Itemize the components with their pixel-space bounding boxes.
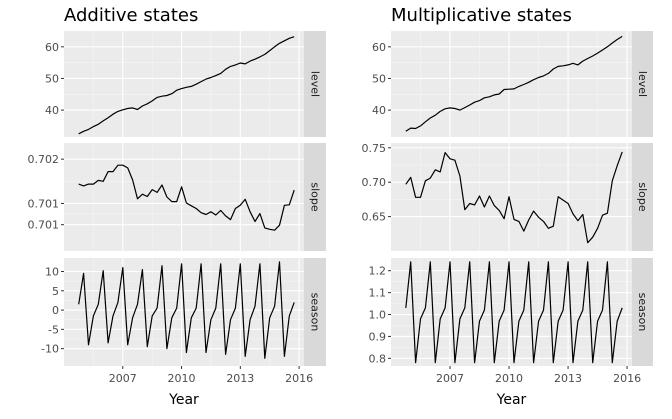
y-tick-label: 0.9 <box>369 330 387 343</box>
chart-additive-states: Additive states405060level0.7010.7010.70… <box>28 5 326 408</box>
x-tick-label: 2013 <box>554 372 582 385</box>
y-tick-label: 40 <box>45 104 59 117</box>
x-axis-title: Year <box>496 392 527 408</box>
y-tick-label: -5 <box>48 323 59 336</box>
panel-background <box>391 31 632 137</box>
panel-season: -10 -5 0 5 10 season 2007 2010 2013 2016 <box>41 258 326 385</box>
y-tick-label: 0.75 <box>362 142 387 155</box>
facet-strip <box>304 31 326 137</box>
y-tick-label: 60 <box>45 41 59 54</box>
y-tick-label: -10 <box>41 343 59 356</box>
panel-level: 40 50 60 level <box>372 31 653 137</box>
series-line-season <box>405 261 623 364</box>
x-tick-label: 2010 <box>168 372 196 385</box>
y-tick-label: 1.2 <box>369 265 387 278</box>
y-tick-label: 0 <box>52 304 59 317</box>
series-line-level <box>405 35 623 132</box>
x-tick-label: 2007 <box>109 372 137 385</box>
series-line-season <box>78 261 295 359</box>
series-line-slope <box>405 151 623 244</box>
y-tick-label: 40 <box>372 104 386 117</box>
facet-strip-label: level <box>636 71 649 97</box>
facet-strip <box>632 31 653 137</box>
chart-title: Multiplicative states <box>391 5 572 26</box>
series-line-level <box>78 36 295 135</box>
y-tick-label: 10 <box>45 266 59 279</box>
y-tick-label: 0.65 <box>362 211 387 224</box>
x-tick-label: 2010 <box>495 372 523 385</box>
panel-level: 40 50 60 level <box>45 31 326 137</box>
y-tick-label: 0.701 <box>28 219 60 232</box>
panel-background <box>391 143 632 251</box>
y-tick-label: 1.1 <box>369 287 387 300</box>
y-tick-label: 60 <box>372 41 386 54</box>
x-tick-label: 2016 <box>285 372 313 385</box>
x-tick-label: 2007 <box>436 372 464 385</box>
chart-title: Additive states <box>64 5 198 26</box>
facet-strip-label: season <box>309 293 322 332</box>
y-tick-label: 1.0 <box>369 309 387 322</box>
panel-slope: 0.701 0.701 0.702 slope <box>28 143 326 251</box>
y-tick-label: 50 <box>372 72 386 85</box>
facet-strip-label: slope <box>636 182 649 211</box>
y-tick-label: 50 <box>45 72 59 85</box>
x-tick-label: 2013 <box>226 372 254 385</box>
y-tick-label: 0.702 <box>28 153 60 166</box>
chart-multiplicative-states: Multiplicative states 40 50 60 level 0.65 0.70… <box>362 5 653 408</box>
panel-season: 0.8 0.9 1.0 1.1 1.2 season 2007 2010 2013 2016 <box>369 258 653 385</box>
panel-background <box>64 31 304 137</box>
series-line-slope <box>78 164 295 231</box>
panel-slope: 0.65 0.70 0.75 slope <box>362 142 653 251</box>
y-tick-label: 0.70 <box>362 176 387 189</box>
x-axis-title: Year <box>168 392 199 408</box>
facet-strip <box>304 258 326 366</box>
facet-strip <box>304 143 326 251</box>
y-tick-label: 0.701 <box>28 197 60 210</box>
y-tick-label: 5 <box>52 285 59 298</box>
facet-strip <box>632 258 653 366</box>
facet-strip-label: slope <box>309 182 322 211</box>
x-tick-label: 2016 <box>613 372 641 385</box>
facet-strip-label: season <box>636 293 649 332</box>
facet-strip <box>632 143 653 251</box>
facet-strip-label: level <box>309 71 322 97</box>
y-tick-label: 0.8 <box>369 352 387 365</box>
